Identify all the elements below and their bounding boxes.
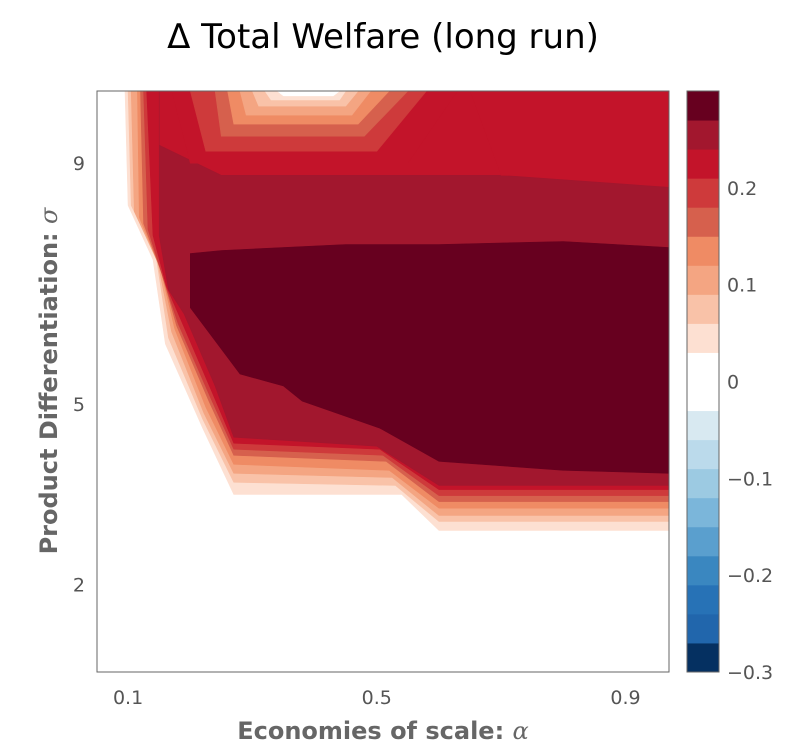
colorbar-cell	[687, 526, 719, 557]
colorbar-cell	[687, 265, 719, 295]
colorbar-tick-label: 0.1	[727, 275, 757, 297]
colorbar-tick-label: −0.2	[727, 565, 773, 587]
x-axis-label-text: Economies of scale:	[237, 717, 504, 745]
colorbar-cell	[687, 613, 719, 644]
colorbar-cell	[687, 323, 719, 353]
plot-area	[96, 90, 670, 673]
x-tick-label: 0.5	[362, 687, 392, 709]
colorbar-tick-label: 0.2	[727, 178, 757, 200]
colorbar-tick-label: −0.3	[727, 662, 773, 684]
colorbar-cell	[687, 555, 719, 586]
colorbar-cell	[687, 439, 719, 470]
contour-band-17	[276, 91, 340, 97]
y-axis-label: Product Differentiation: σ	[35, 207, 63, 554]
colorbar-cell	[687, 584, 719, 615]
colorbar-tick-label: 0	[727, 372, 739, 394]
colorbar-frame	[686, 90, 720, 673]
contour-band-9	[469, 91, 669, 176]
colorbar-tick-label: −0.1	[727, 468, 773, 490]
colorbar-cell	[687, 207, 719, 237]
colorbar-cell	[687, 468, 719, 499]
colorbar-cell	[687, 642, 719, 673]
y-axis-label-text: Product Differentiation:	[35, 232, 63, 554]
colorbar-cell	[687, 381, 719, 412]
colorbar-cell	[687, 91, 719, 121]
colorbar-cell	[687, 236, 719, 266]
y-tick-label: 2	[73, 575, 85, 597]
colorbar-ticks: 0.2 0.1 0 −0.1 −0.2 −0.3	[727, 178, 773, 684]
colorbar-cell	[687, 352, 719, 382]
x-axis-label: Economies of scale: α	[237, 717, 529, 745]
x-axis-label-symbol: α	[513, 717, 529, 745]
colorbar-cell	[687, 120, 719, 150]
y-tick-label: 9	[73, 153, 85, 175]
chart-title: Δ Total Welfare (long run)	[167, 17, 599, 57]
y-tick-label: 5	[73, 394, 85, 416]
colorbar-cell	[687, 149, 719, 179]
colorbar-cell	[687, 497, 719, 528]
plot-frame	[96, 90, 670, 673]
colorbar-cell	[687, 294, 719, 324]
colorbar: 0.2 0.1 0 −0.1 −0.2 −0.3	[686, 90, 773, 684]
x-tick-label: 0.9	[610, 687, 640, 709]
colorbar-cell	[687, 410, 719, 441]
contour-band-8	[190, 241, 669, 474]
colorbar-cell	[687, 178, 719, 208]
x-axis-ticks: 0.1 0.5 0.9	[113, 687, 641, 709]
y-axis-ticks: 2 5 9	[73, 153, 85, 596]
x-tick-label: 0.1	[113, 687, 143, 709]
y-axis-label-symbol: σ	[35, 207, 63, 224]
